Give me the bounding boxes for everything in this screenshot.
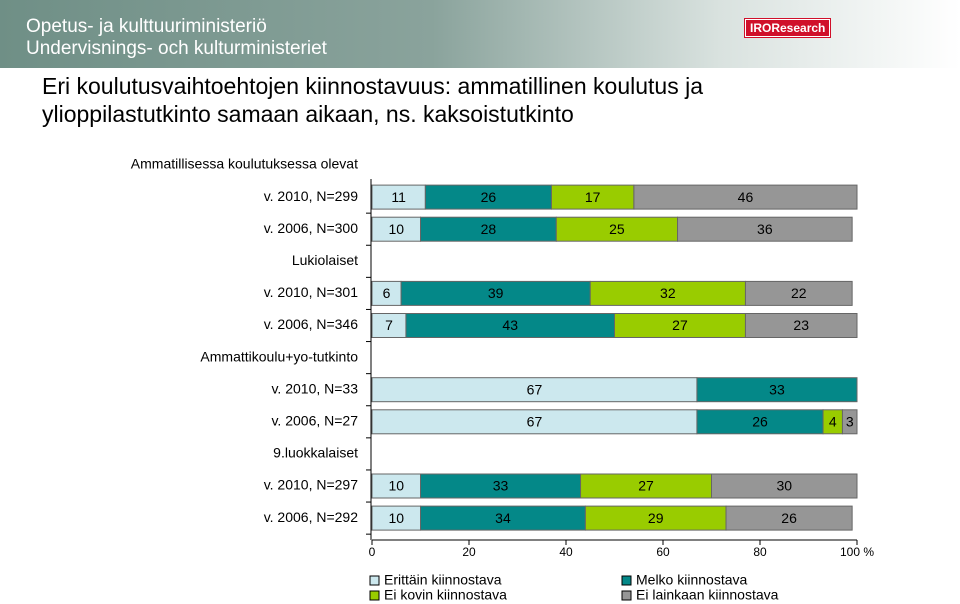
category-label: v. 2006, N=27 <box>271 413 358 429</box>
bar-segment <box>744 313 858 338</box>
value-label: 36 <box>757 221 773 237</box>
value-label: 4 <box>829 414 837 430</box>
category-label: Ammattikoulu+yo-tutkinto <box>200 348 358 364</box>
category-label: v. 2006, N=292 <box>264 509 359 525</box>
value-label: 3 <box>846 414 854 430</box>
category-label: v. 2006, N=300 <box>264 220 359 236</box>
value-label: 67 <box>527 414 543 430</box>
bar-segment <box>550 184 635 210</box>
bar-segment <box>633 184 858 210</box>
category-label: v. 2010, N=301 <box>264 284 359 300</box>
bar-segment <box>405 313 616 338</box>
bar-segment <box>424 184 552 210</box>
x-tick-label: 0 <box>369 545 376 559</box>
x-tick-label: 20 <box>462 545 476 559</box>
org-name: Opetus- ja kulttuuriministeriö <box>26 16 267 37</box>
value-label: 10 <box>388 221 404 237</box>
category-label: v. 2010, N=299 <box>264 188 359 204</box>
x-tick-label: 60 <box>656 545 670 559</box>
bar-segment <box>420 505 586 531</box>
category-label: Lukiolaiset <box>292 252 358 268</box>
category-label: v. 2010, N=297 <box>264 477 359 493</box>
legend-swatch <box>369 590 380 601</box>
value-label: 10 <box>388 510 404 526</box>
value-label: 10 <box>388 478 404 494</box>
bar-segment <box>696 377 858 403</box>
legend-label: Ei lainkaan kiinnostava <box>636 587 779 603</box>
value-label: 7 <box>385 317 393 333</box>
value-label: 27 <box>638 478 654 494</box>
value-label: 43 <box>502 317 518 333</box>
value-label: 33 <box>493 478 509 494</box>
bar-segment <box>371 280 402 306</box>
legend-label: Ei kovin kiinnostava <box>384 587 507 603</box>
bar-segment <box>400 280 591 306</box>
value-label: 39 <box>488 285 504 301</box>
value-label: 23 <box>793 317 809 333</box>
category-label: 9.luokkalaiset <box>273 445 358 461</box>
value-label: 17 <box>585 189 601 205</box>
value-label: 6 <box>383 285 391 301</box>
chart-title: Eri koulutusvaihtoehtojen kiinnostavuus:… <box>42 73 703 127</box>
legend-swatch <box>369 575 380 586</box>
logo: IROResearch <box>743 18 832 38</box>
category-label: Ammatillisessa koulutuksessa olevat <box>131 156 358 172</box>
value-label: 30 <box>776 478 792 494</box>
bar-segment <box>696 409 824 435</box>
bar-segment <box>555 216 679 242</box>
category-label: v. 2006, N=346 <box>264 316 359 332</box>
org-name: Undervisnings- och kulturministeriet <box>26 38 327 59</box>
bar-segment <box>589 280 746 306</box>
value-label: 22 <box>791 285 807 301</box>
bar-segment <box>841 409 858 435</box>
x-tick-label: 40 <box>559 545 573 559</box>
value-label: 29 <box>648 510 664 526</box>
x-tick-label: 100 % <box>840 545 874 559</box>
legend-swatch <box>621 575 632 586</box>
value-label: 46 <box>738 189 754 205</box>
x-tick-label: 80 <box>753 545 767 559</box>
value-label: 26 <box>781 510 797 526</box>
legend-label: Erittäin kiinnostava <box>384 572 502 588</box>
legend-swatch <box>621 590 632 601</box>
bar-segment <box>420 473 582 499</box>
value-label: 32 <box>660 285 676 301</box>
bar-segment <box>725 505 853 531</box>
bar-segment <box>371 184 426 210</box>
bar-segment <box>371 409 698 435</box>
value-label: 26 <box>752 414 768 430</box>
bar-segment <box>677 216 853 242</box>
value-label: 33 <box>769 381 785 397</box>
value-label: 11 <box>391 189 406 205</box>
bar-segment <box>420 216 557 242</box>
value-label: 67 <box>527 381 543 397</box>
value-label: 25 <box>609 221 625 237</box>
value-label: 34 <box>495 510 511 526</box>
value-label: 28 <box>481 221 497 237</box>
bar-segment <box>744 280 853 306</box>
bar-segment <box>614 313 746 338</box>
banner: Opetus- ja kulttuuriministeriö Undervisn… <box>0 0 960 68</box>
bar-segment <box>371 473 421 499</box>
value-label: 27 <box>672 317 688 333</box>
bar-segment <box>711 473 858 499</box>
value-label: 26 <box>481 189 497 205</box>
legend-label: Melko kiinnostava <box>636 572 747 588</box>
bar-segment <box>371 313 407 338</box>
bar-segment <box>371 216 421 242</box>
category-label: v. 2010, N=33 <box>271 380 358 396</box>
